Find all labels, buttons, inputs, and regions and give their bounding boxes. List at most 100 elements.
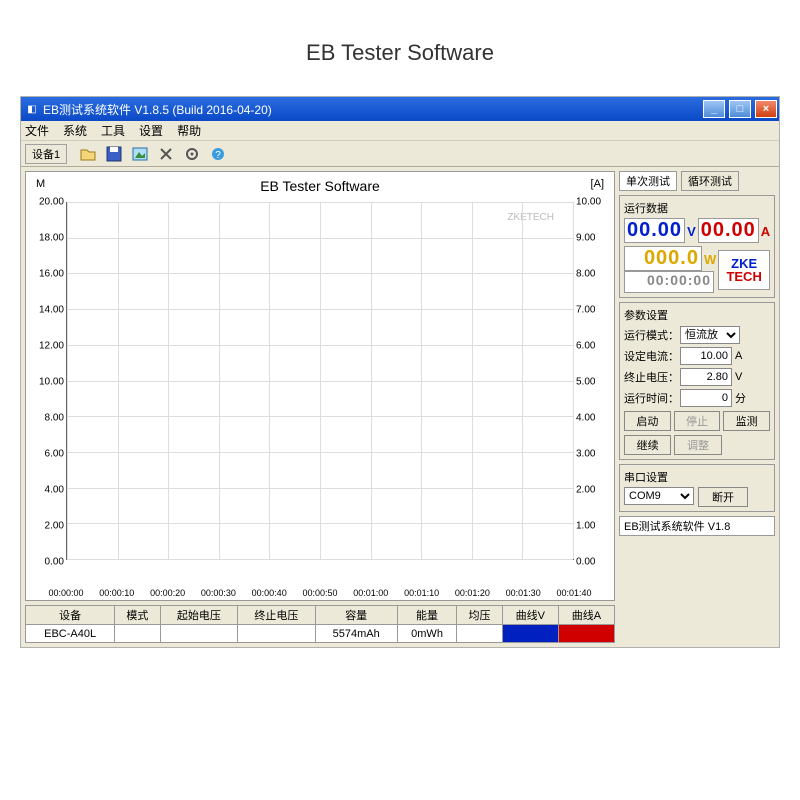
mode-label: 运行模式： bbox=[624, 327, 680, 343]
tab-loop[interactable]: 循环测试 bbox=[681, 171, 739, 191]
chart: EB Tester Software ZKETECH M [A] 20.0018… bbox=[25, 171, 615, 601]
x-tick: 00:00:40 bbox=[252, 588, 287, 598]
col-header: 均压 bbox=[457, 606, 502, 625]
start-button[interactable]: 启动 bbox=[624, 411, 671, 431]
readout-voltage: 00.00 bbox=[624, 218, 685, 243]
titlebar: ◧ EB测试系统软件 V1.8.5 (Build 2016-04-20) _ □… bbox=[21, 97, 779, 121]
app-window: ◧ EB测试系统软件 V1.8.5 (Build 2016-04-20) _ □… bbox=[20, 96, 780, 648]
current-input[interactable] bbox=[680, 347, 732, 365]
brand-logo: ZKE TECH bbox=[718, 250, 770, 290]
unit-w: W bbox=[704, 252, 716, 267]
params-heading: 参数设置 bbox=[624, 307, 770, 323]
y-left-tick: 10.00 bbox=[28, 377, 64, 388]
cutoff-unit: V bbox=[735, 371, 749, 383]
cell-capacity: 5574mAh bbox=[315, 625, 397, 643]
y-left-tick: 0.00 bbox=[28, 557, 64, 568]
open-icon[interactable] bbox=[77, 143, 99, 165]
menu-system[interactable]: 系统 bbox=[63, 122, 87, 139]
menu-tools[interactable]: 工具 bbox=[101, 122, 125, 139]
y-right-label: [A] bbox=[591, 178, 604, 190]
y-left-tick: 4.00 bbox=[28, 485, 64, 496]
col-header: 起始电压 bbox=[160, 606, 238, 625]
x-tick: 00:01:10 bbox=[404, 588, 439, 598]
cell-avgv bbox=[457, 625, 502, 643]
menu-settings[interactable]: 设置 bbox=[139, 122, 163, 139]
col-header: 终止电压 bbox=[238, 606, 316, 625]
x-tick: 00:00:50 bbox=[302, 588, 337, 598]
help-icon[interactable]: ? bbox=[207, 143, 229, 165]
y-left-tick: 20.00 bbox=[28, 197, 64, 208]
y-left-tick: 8.00 bbox=[28, 413, 64, 424]
status-bar: EB测试系统软件 V1.8 bbox=[619, 516, 775, 536]
com-select[interactable]: COM9 bbox=[624, 487, 694, 505]
x-tick: 00:01:20 bbox=[455, 588, 490, 598]
y-right-tick: 2.00 bbox=[576, 485, 612, 496]
mode-select[interactable]: 恒流放 bbox=[680, 326, 740, 344]
maximize-button[interactable]: □ bbox=[729, 100, 751, 118]
col-header: 能量 bbox=[397, 606, 457, 625]
cell-energy: 0mWh bbox=[397, 625, 457, 643]
x-tick: 00:01:40 bbox=[556, 588, 591, 598]
y-right-tick: 1.00 bbox=[576, 521, 612, 532]
settings-icon[interactable] bbox=[181, 143, 203, 165]
y-right-tick: 7.00 bbox=[576, 305, 612, 316]
readout-panel: 运行数据 00.00 V 00.00 A 000.0 W 00:00:00 bbox=[619, 195, 775, 298]
serial-heading: 串口设置 bbox=[624, 469, 770, 485]
y-right-tick: 3.00 bbox=[576, 449, 612, 460]
y-right-tick: 10.00 bbox=[576, 197, 612, 208]
close-button[interactable]: × bbox=[755, 100, 777, 118]
cell-endv bbox=[238, 625, 316, 643]
device-tab-1[interactable]: 设备1 bbox=[25, 144, 67, 164]
y-left-label: M bbox=[36, 178, 45, 190]
y-left-tick: 2.00 bbox=[28, 521, 64, 532]
cell-curve-a bbox=[558, 625, 614, 643]
y-right-tick: 4.00 bbox=[576, 413, 612, 424]
tools-icon[interactable] bbox=[155, 143, 177, 165]
y-left-tick: 6.00 bbox=[28, 449, 64, 460]
time-label: 运行时间： bbox=[624, 390, 680, 406]
plot-area bbox=[66, 202, 574, 560]
readout-time: 00:00:00 bbox=[624, 271, 714, 293]
params-panel: 参数设置 运行模式： 恒流放 设定电流： A 终止电压： V 运行时间： 分 启 bbox=[619, 302, 775, 460]
col-header: 容量 bbox=[315, 606, 397, 625]
time-input[interactable] bbox=[680, 389, 732, 407]
toolbar: 设备1 ? bbox=[21, 141, 779, 167]
minimize-button[interactable]: _ bbox=[703, 100, 725, 118]
disconnect-button[interactable]: 断开 bbox=[698, 487, 748, 507]
x-tick: 00:00:20 bbox=[150, 588, 185, 598]
unit-v: V bbox=[687, 224, 696, 239]
cutoff-input[interactable] bbox=[680, 368, 732, 386]
adjust-button[interactable]: 调整 bbox=[674, 435, 721, 455]
current-unit: A bbox=[735, 350, 749, 362]
menu-help[interactable]: 帮助 bbox=[177, 122, 201, 139]
menubar: 文件 系统 工具 设置 帮助 bbox=[21, 121, 779, 141]
x-tick: 00:01:00 bbox=[353, 588, 388, 598]
col-header: 设备 bbox=[26, 606, 115, 625]
x-tick: 00:00:30 bbox=[201, 588, 236, 598]
data-table: 设备模式起始电压终止电压容量能量均压曲线V曲线A EBC-A40L 5574mA… bbox=[25, 605, 615, 643]
cutoff-label: 终止电压： bbox=[624, 369, 680, 385]
col-header: 曲线A bbox=[558, 606, 614, 625]
x-tick: 00:00:10 bbox=[99, 588, 134, 598]
readout-heading: 运行数据 bbox=[624, 200, 770, 216]
continue-button[interactable]: 继续 bbox=[624, 435, 671, 455]
chart-title: EB Tester Software bbox=[26, 178, 614, 194]
save-icon[interactable] bbox=[103, 143, 125, 165]
tab-single[interactable]: 单次测试 bbox=[619, 171, 677, 191]
serial-panel: 串口设置 COM9 断开 bbox=[619, 464, 775, 512]
menu-file[interactable]: 文件 bbox=[25, 122, 49, 139]
y-right-tick: 8.00 bbox=[576, 269, 612, 280]
unit-a: A bbox=[761, 224, 770, 239]
cell-curve-v bbox=[502, 625, 558, 643]
y-right-tick: 0.00 bbox=[576, 557, 612, 568]
monitor-button[interactable]: 监测 bbox=[723, 411, 770, 431]
stop-button[interactable]: 停止 bbox=[674, 411, 721, 431]
readout-current: 00.00 bbox=[698, 218, 759, 243]
image-icon[interactable] bbox=[129, 143, 151, 165]
x-tick: 00:01:30 bbox=[506, 588, 541, 598]
readout-power: 000.0 bbox=[624, 246, 702, 271]
cell-device: EBC-A40L bbox=[26, 625, 115, 643]
y-left-tick: 18.00 bbox=[28, 233, 64, 244]
y-right-tick: 5.00 bbox=[576, 377, 612, 388]
window-title: EB测试系统软件 V1.8.5 (Build 2016-04-20) bbox=[43, 101, 701, 118]
